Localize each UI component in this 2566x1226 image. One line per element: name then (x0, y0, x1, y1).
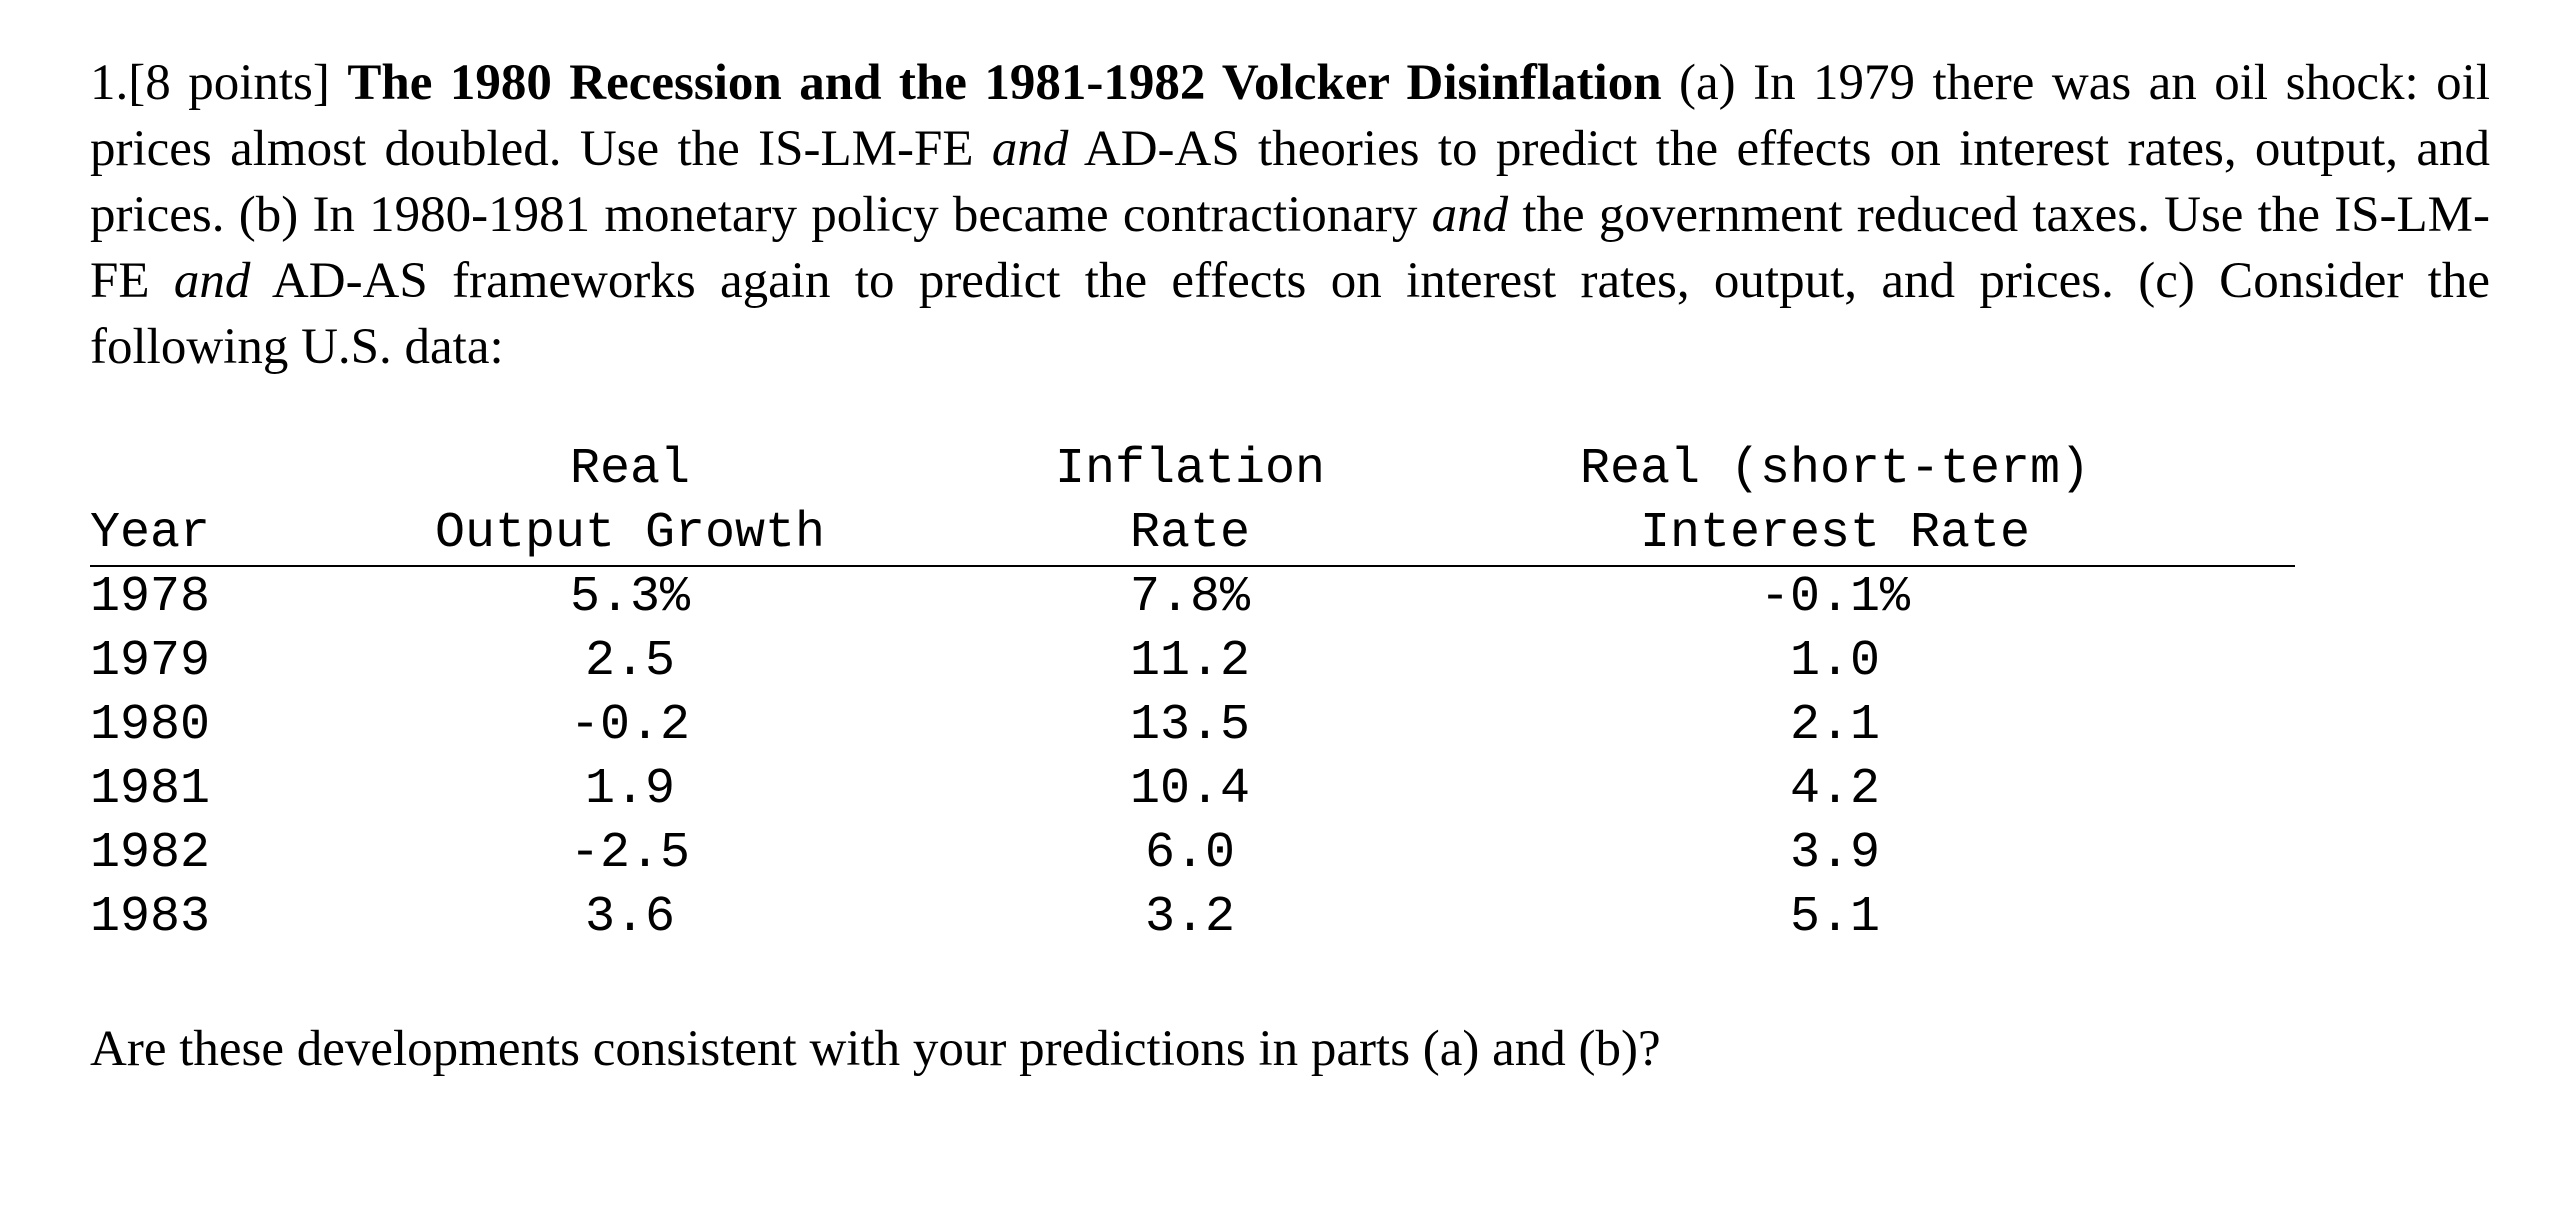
problem-statement: 1.[8 points] The 1980 Recession and the … (90, 50, 2490, 380)
cell-inflation: 10.4 (1129, 761, 1251, 818)
cell-growth: 3.6 (584, 889, 676, 946)
cell-inflation: 13.5 (1129, 697, 1251, 754)
data-table: Real Inflation Real (short-term) Year Ou… (90, 438, 2295, 946)
cell-year: 1978 (90, 569, 211, 626)
header-inflation-line1: Inflation (1054, 441, 1326, 498)
header-row-2: Year Output Growth Rate Interest Rate (90, 502, 2030, 566)
cell-year: 1980 (90, 697, 211, 754)
emphasis-and-1: and (991, 121, 1069, 177)
cell-growth: 2.5 (584, 633, 676, 690)
emphasis-and-2: and (1431, 187, 1509, 243)
cell-growth: -0.2 (569, 697, 691, 754)
cell-year: 1979 (90, 633, 211, 690)
cell-interest: -0.1% (1759, 569, 1911, 626)
part-a-text-2: AD-AS theories to predict the effects on… (90, 121, 2490, 243)
part-b-text-1: the government reduced taxes. Use the IS… (90, 187, 2491, 309)
header-row-1: Real Inflation Real (short-term) (90, 438, 2090, 502)
table-row: 1981 1.9 10.4 4.2 (90, 758, 2295, 822)
part-b-text-2: AD-AS frameworks again to predict the ef… (90, 253, 2490, 375)
part-a-text-1: (a) In 1979 there was an oil shock: oil … (90, 55, 2491, 177)
header-rule (90, 565, 2295, 567)
table-row: 1982 -2.5 6.0 3.9 (90, 822, 2295, 886)
header-growth-line1: Real (569, 441, 691, 498)
cell-inflation: 11.2 (1129, 633, 1251, 690)
header-growth-line2: Output Growth (434, 505, 826, 562)
header-interest-line2: Interest Rate (1639, 505, 2031, 562)
cell-inflation: 7.8% (1129, 569, 1251, 626)
closing-question: Are these developments consistent with y… (90, 1021, 1661, 1077)
cell-inflation: 3.2 (1144, 889, 1236, 946)
header-interest-line1: Real (short-term) (1579, 441, 2091, 498)
problem-number: 1. (90, 55, 129, 111)
cell-year: 1981 (90, 761, 211, 818)
header-year: Year (90, 505, 211, 562)
problem-title: The 1980 Recession and the 1981-1982 Vol… (347, 55, 1662, 111)
cell-interest: 4.2 (1789, 761, 1881, 818)
cell-growth: -2.5 (569, 825, 691, 882)
cell-inflation: 6.0 (1144, 825, 1236, 882)
cell-interest: 3.9 (1789, 825, 1881, 882)
table-row: 1980 -0.2 13.5 2.1 (90, 694, 2295, 758)
cell-growth: 1.9 (584, 761, 676, 818)
cell-growth: 5.3% (569, 569, 691, 626)
cell-year: 1983 (90, 889, 211, 946)
table-row: 1978 5.3% 7.8% -0.1% (90, 566, 2295, 630)
cell-year: 1982 (90, 825, 211, 882)
table-row: 1979 2.5 11.2 1.0 (90, 630, 2295, 694)
table-body: 1978 5.3% 7.8% -0.1% 1979 2.5 11.2 1.0 1980 -0.2 1… (90, 566, 2295, 950)
problem-points: [8 points] (128, 55, 330, 111)
cell-interest: 2.1 (1789, 697, 1881, 754)
table-row: 1983 3.6 3.2 5.1 (90, 886, 2295, 950)
cell-interest: 5.1 (1789, 889, 1881, 946)
cell-interest: 1.0 (1789, 633, 1881, 690)
emphasis-and-3: and (173, 253, 251, 309)
header-inflation-line2: Rate (1129, 505, 1251, 562)
